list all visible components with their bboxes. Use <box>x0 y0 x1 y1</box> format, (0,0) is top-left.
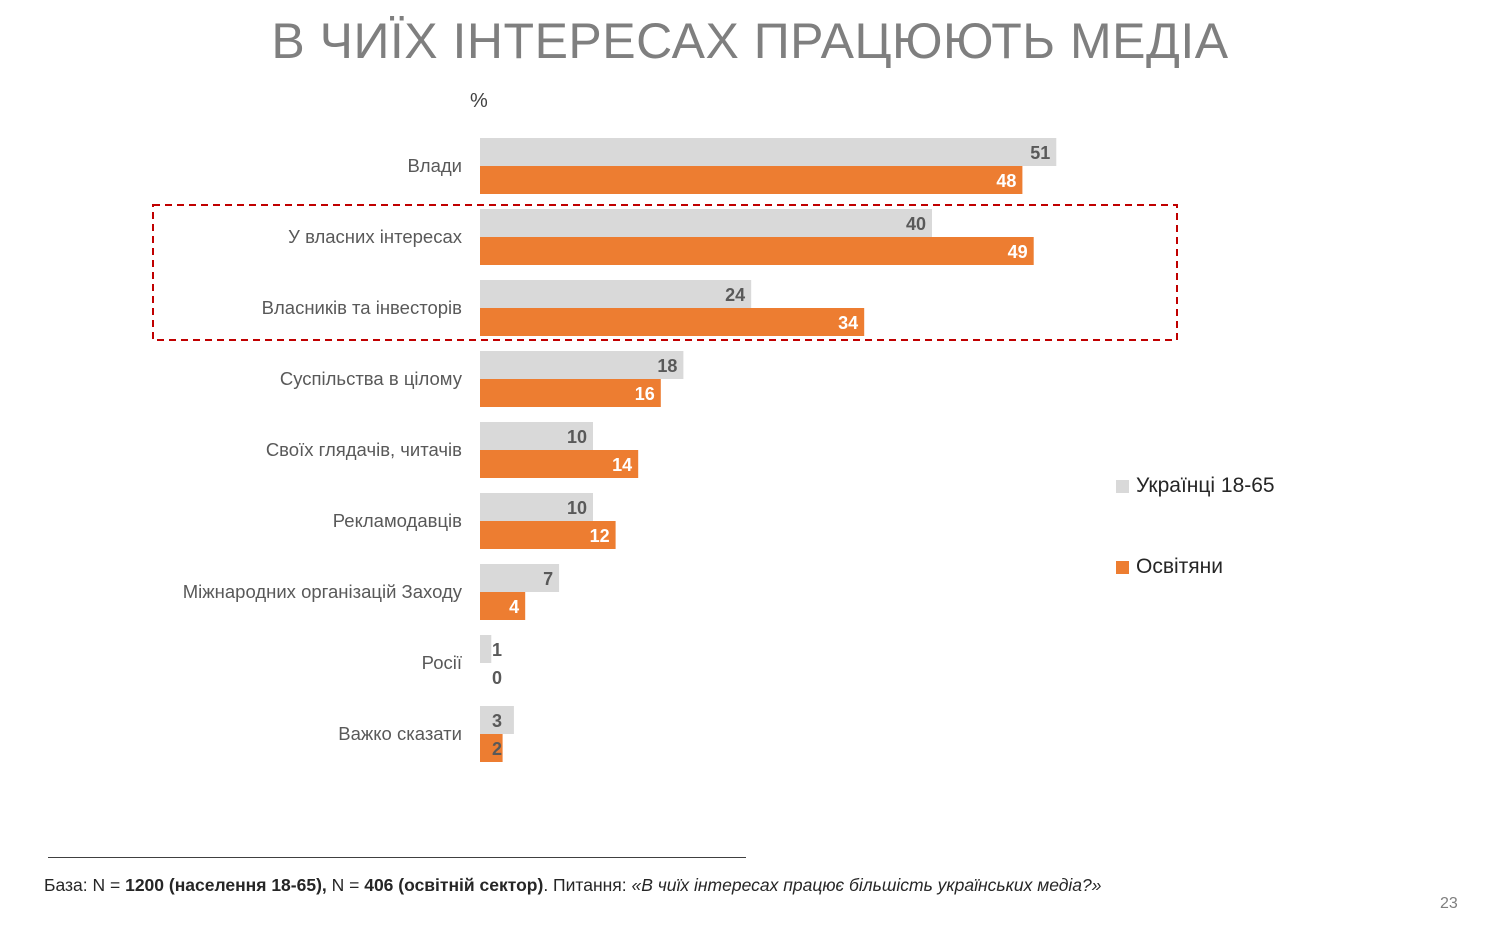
data-label-series-2: 14 <box>612 455 632 475</box>
footer-base-prefix: База: N = <box>44 875 126 895</box>
legend-item-series-1: Українці 18-65 <box>1116 474 1275 498</box>
bar-series-1 <box>480 564 560 592</box>
bar-series-1 <box>480 706 514 734</box>
highlight-box <box>152 204 1178 341</box>
bar-series-1 <box>480 493 593 521</box>
data-label-series-1: 7 <box>543 569 553 589</box>
bar-series-2 <box>480 592 526 620</box>
category-label: Власників та інвесторів <box>262 297 463 318</box>
legend-item-series-2: Освітяни <box>1116 555 1223 579</box>
data-label-series-1: 24 <box>725 285 745 305</box>
category-label: У власних інтересах <box>288 226 463 247</box>
category-label: Влади <box>407 155 462 176</box>
data-label-series-2: 4 <box>509 597 519 617</box>
data-label-series-1: 1 <box>492 640 502 660</box>
legend-swatch-series-1 <box>1116 479 1129 493</box>
category-label: Рекламодавців <box>333 510 462 531</box>
slide-title: В ЧИЇХ ІНТЕРЕСАХ ПРАЦЮЮТЬ МЕДІА <box>271 13 1229 69</box>
bar-series-2 <box>480 734 503 762</box>
bar-series-1 <box>480 635 492 663</box>
category-label: Своїх глядачів, читачів <box>266 439 462 460</box>
footer-base-mid: N = <box>326 875 365 895</box>
legend-label-series-2: Освітяни <box>1136 555 1223 578</box>
legend-swatch-series-2 <box>1116 560 1129 574</box>
data-label-series-1: 18 <box>657 356 677 376</box>
data-label-series-1: 3 <box>492 711 502 731</box>
category-label: Росії <box>422 652 462 673</box>
category-label: Важко сказати <box>338 723 462 744</box>
unit-label: % <box>470 90 488 112</box>
bar-series-2 <box>480 521 616 549</box>
bar-series-2 <box>480 450 639 478</box>
footer-divider <box>48 857 746 858</box>
bar-series-1 <box>480 280 752 308</box>
footer-question: «В чиїх інтересах працює більшість украї… <box>631 875 1102 895</box>
category-label: Міжнародних організацій Заходу <box>183 581 463 602</box>
bar-series-1 <box>480 138 1057 166</box>
data-label-series-2: 16 <box>635 384 655 404</box>
data-label-series-2: 2 <box>492 739 502 759</box>
category-label: Суспільства в цілому <box>280 368 463 389</box>
bar-series-1 <box>480 422 593 450</box>
bar-series-1 <box>480 351 684 379</box>
bar-series-2 <box>480 308 865 336</box>
data-label-series-2: 0 <box>492 668 502 688</box>
data-label-series-1: 51 <box>1030 143 1050 163</box>
bar-series-1 <box>480 209 932 237</box>
data-label-series-2: 48 <box>996 171 1016 191</box>
page-number: 23 <box>1440 895 1458 912</box>
footer-question-prefix: . Питання: <box>543 875 632 895</box>
data-label-series-2: 12 <box>590 526 610 546</box>
data-label-series-1: 10 <box>567 498 587 518</box>
bar-series-2 <box>480 166 1023 194</box>
footer-note: База: N = 1200 (населення 18-65), N = 40… <box>44 875 1102 896</box>
data-label-series-2: 34 <box>838 313 858 333</box>
legend-label-series-1: Українці 18-65 <box>1136 474 1275 497</box>
footer-sample-population: 1200 (населення 18-65), <box>125 875 327 895</box>
bar-series-2 <box>480 237 1034 265</box>
data-label-series-2: 49 <box>1008 242 1028 262</box>
footer-sample-education: 406 (освітній сектор) <box>364 875 544 895</box>
data-label-series-1: 10 <box>567 427 587 447</box>
data-label-series-1: 40 <box>906 214 926 234</box>
bar-series-2 <box>480 379 661 407</box>
